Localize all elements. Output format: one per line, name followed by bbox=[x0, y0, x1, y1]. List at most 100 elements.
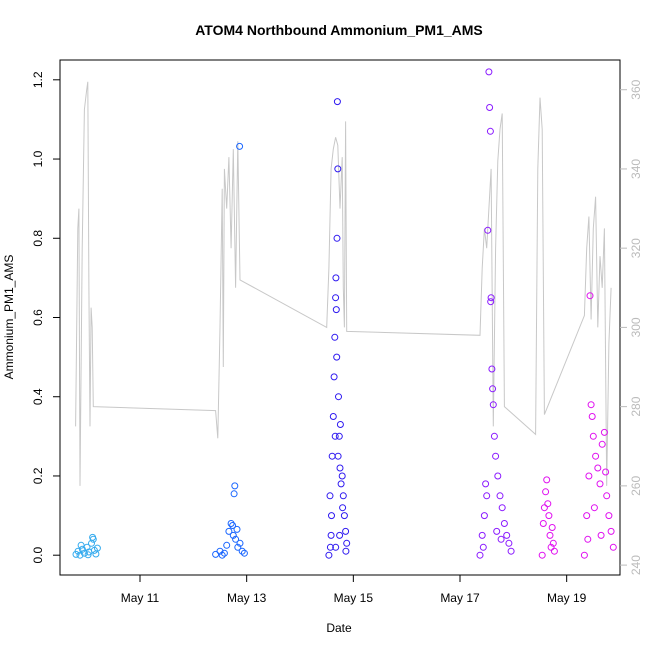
data-point bbox=[479, 543, 487, 551]
data-point bbox=[225, 527, 233, 535]
data-point bbox=[498, 504, 506, 512]
data-point bbox=[594, 464, 602, 472]
data-point bbox=[489, 385, 497, 393]
data-point bbox=[220, 549, 228, 557]
data-point bbox=[326, 492, 334, 500]
data-point bbox=[342, 527, 350, 535]
y2-tick-label: 320 bbox=[629, 238, 643, 258]
data-point bbox=[496, 492, 504, 500]
x-tick-label: May 15 bbox=[334, 591, 374, 605]
data-point bbox=[334, 452, 342, 460]
data-point bbox=[588, 413, 596, 420]
y-tick-label: 0.8 bbox=[31, 230, 45, 247]
data-point bbox=[486, 104, 494, 111]
data-point bbox=[539, 520, 547, 527]
data-point bbox=[334, 165, 342, 173]
data-point bbox=[74, 547, 82, 555]
data-point bbox=[548, 524, 556, 531]
data-point bbox=[584, 535, 592, 543]
data-point bbox=[609, 543, 617, 551]
y-tick-label: 1.0 bbox=[31, 150, 45, 167]
data-point bbox=[600, 428, 608, 436]
y-tick-label: 0.2 bbox=[31, 467, 45, 484]
x-tick-label: May 17 bbox=[440, 591, 480, 605]
data-point bbox=[335, 432, 343, 440]
data-point bbox=[507, 547, 515, 555]
data-point bbox=[605, 512, 613, 520]
data-point bbox=[233, 525, 241, 533]
data-point bbox=[335, 393, 342, 401]
data-point bbox=[89, 535, 97, 543]
data-point bbox=[336, 421, 344, 428]
data-point bbox=[490, 432, 498, 440]
data-point bbox=[330, 373, 338, 381]
data-point bbox=[583, 512, 591, 520]
data-point bbox=[587, 401, 595, 409]
data-point bbox=[339, 492, 347, 500]
data-point bbox=[227, 520, 235, 527]
data-point bbox=[603, 492, 611, 500]
data-point bbox=[229, 522, 237, 529]
data-point bbox=[333, 353, 341, 361]
data-point bbox=[216, 547, 224, 555]
x-axis-label: Date bbox=[326, 621, 352, 635]
data-point bbox=[93, 544, 101, 552]
data-point bbox=[476, 551, 484, 559]
data-point bbox=[339, 504, 347, 512]
data-point bbox=[236, 539, 244, 547]
y2-tick-label: 340 bbox=[629, 159, 643, 179]
data-point bbox=[487, 298, 495, 306]
data-point bbox=[487, 294, 495, 302]
y2-tick-label: 300 bbox=[629, 317, 643, 337]
data-point bbox=[543, 476, 551, 484]
data-point bbox=[332, 274, 340, 282]
data-point bbox=[230, 490, 238, 498]
data-point bbox=[327, 531, 335, 539]
data-point bbox=[232, 535, 240, 543]
y2-tick-label: 360 bbox=[629, 79, 643, 99]
data-point bbox=[492, 452, 500, 460]
data-point bbox=[236, 142, 244, 150]
data-point bbox=[598, 440, 606, 448]
chart-title: ATOM4 Northbound Ammonium_PM1_AMS bbox=[195, 22, 483, 38]
data-point bbox=[333, 98, 341, 106]
plot-frame bbox=[59, 59, 621, 576]
data-point bbox=[332, 306, 340, 314]
data-point bbox=[488, 365, 496, 373]
data-point bbox=[494, 472, 502, 480]
data-point bbox=[505, 539, 513, 547]
x-tick-label: May 11 bbox=[121, 591, 160, 605]
data-point bbox=[83, 543, 91, 551]
data-point bbox=[343, 539, 351, 547]
plot-area: 0.0 0.2 0.4 0.6 0.8 1.0 1.2 240 260 280 300 320 340 3… bbox=[31, 59, 643, 605]
data-point bbox=[497, 535, 505, 543]
data-point bbox=[485, 68, 493, 76]
data-point bbox=[78, 545, 86, 553]
data-point bbox=[540, 504, 548, 512]
data-point bbox=[325, 551, 333, 559]
data-point bbox=[483, 492, 491, 500]
data-point bbox=[337, 480, 345, 488]
data-point bbox=[328, 512, 335, 520]
data-point bbox=[580, 551, 588, 559]
data-point bbox=[542, 488, 550, 496]
data-point bbox=[550, 547, 558, 555]
data-point bbox=[92, 550, 100, 558]
y2-tick-label: 260 bbox=[629, 476, 643, 496]
x-tick-label: May 19 bbox=[547, 591, 587, 605]
data-point bbox=[482, 480, 490, 488]
data-point bbox=[240, 549, 248, 557]
data-point bbox=[592, 452, 600, 460]
data-point bbox=[77, 541, 85, 549]
data-point bbox=[218, 551, 226, 559]
y2-tick-label: 280 bbox=[629, 396, 643, 416]
data-point bbox=[486, 127, 494, 135]
data-point bbox=[589, 432, 597, 440]
data-point bbox=[231, 482, 239, 490]
data-point bbox=[234, 543, 242, 551]
data-point bbox=[329, 413, 337, 420]
data-point bbox=[500, 520, 508, 527]
data-point bbox=[336, 531, 344, 539]
y-tick-label: 1.2 bbox=[31, 71, 45, 88]
